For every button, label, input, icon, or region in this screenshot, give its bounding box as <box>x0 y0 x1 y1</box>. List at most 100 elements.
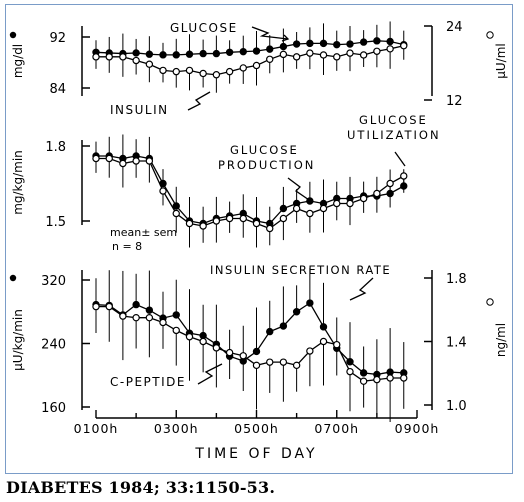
glucose-utilization-point <box>105 154 113 163</box>
c-peptide-point <box>306 347 314 355</box>
right-tick-label: 1.0 <box>446 399 467 414</box>
glucose-utilization-point <box>212 217 221 225</box>
left-axis-label: mg/kg/min <box>11 150 25 215</box>
glucose-utilization-point <box>346 199 354 208</box>
glucose-arrow-head <box>281 34 290 42</box>
x-axis-label: TIME OF DAY <box>194 446 317 462</box>
c-peptide-point <box>333 340 341 349</box>
c-peptide-point <box>92 302 100 311</box>
insulin-secretion-rate-point <box>386 368 394 376</box>
right-tick-label: 1.4 <box>446 336 467 351</box>
insulin-secretion-rate-point <box>279 322 288 330</box>
insulin-secretion-rate-point <box>252 347 261 356</box>
left-tick-label: 160 <box>41 401 66 416</box>
right-axis-label: μU/ml <box>494 43 508 78</box>
insulin-secretion-rate-point <box>132 300 140 309</box>
insulin-point <box>132 56 140 65</box>
insulin-point <box>346 49 354 57</box>
glucose-point <box>346 40 354 48</box>
insulin-secretion-rate-point <box>199 331 207 340</box>
c-peptide-point <box>346 367 354 376</box>
c-peptide-point <box>225 348 234 357</box>
glucose-point <box>199 49 207 58</box>
left-axis-label: mg/dl <box>11 44 25 78</box>
glucose-point <box>185 50 194 58</box>
right-tick-label: 1.8 <box>446 272 467 287</box>
glucose-point <box>333 40 341 49</box>
left-tick-label: 92 <box>49 31 66 46</box>
x-tick-label: 0700h <box>314 421 359 436</box>
c-peptide-point <box>266 358 274 366</box>
c-peptide-point <box>159 318 167 327</box>
glucose-utilization-point <box>199 222 207 230</box>
insulin-point <box>105 53 113 61</box>
insulin-secretion-arrow <box>349 277 374 301</box>
insulin-point <box>145 60 154 68</box>
glucose-utilization-point <box>159 187 167 195</box>
glucose-utilization-point <box>225 214 234 223</box>
insulin-secretion-rate-line <box>95 302 404 376</box>
glucose-point <box>172 51 180 59</box>
insulin-point <box>185 66 194 75</box>
insulin-point <box>172 67 180 76</box>
insulin-secretion-rate-point <box>145 306 154 314</box>
c-peptide-point <box>119 312 127 320</box>
c-peptide-point <box>172 326 180 335</box>
c-peptide-point <box>386 374 394 382</box>
glucose-point <box>159 51 167 59</box>
glucose-point <box>359 38 368 46</box>
legend-open-marker <box>486 298 494 306</box>
x-tick-label: 0500h <box>234 421 279 436</box>
glucose-utilization-point <box>373 189 381 198</box>
annotation-mean-sem: mean± sem <box>110 226 177 239</box>
right-tick-label: 12 <box>446 94 463 109</box>
glucose-utilization-point <box>185 219 194 228</box>
legend-filled-marker <box>9 31 17 39</box>
left-tick-label: 320 <box>41 274 66 289</box>
c-peptide-point <box>185 333 194 341</box>
glucose-point <box>266 45 274 53</box>
citation: DIABETES 1984; 33:1150-53. <box>6 478 276 497</box>
insulin-point <box>292 53 301 61</box>
c-peptide-point <box>132 313 140 322</box>
c-peptide-arrow <box>197 363 223 385</box>
c-peptide-point <box>319 337 328 346</box>
glucose-point <box>239 47 247 56</box>
glucose-utilization-point <box>333 199 341 208</box>
left-tick-label: 240 <box>41 338 66 353</box>
c-peptide-point <box>239 352 247 360</box>
glucose-point <box>212 49 221 58</box>
insulin-secretion-rate-label: INSULIN SECRETION RATE <box>210 263 391 277</box>
left-axis-label: μU/kg/min <box>11 309 25 371</box>
insulin-point <box>306 49 314 57</box>
insulin-point <box>239 64 247 72</box>
glucose-utilization-point <box>292 204 301 213</box>
figure-frame <box>5 4 513 474</box>
glucose-utilization-label-line2: UTILIZATION <box>347 128 441 142</box>
glucose-point <box>292 40 301 48</box>
insulin-point <box>319 51 328 59</box>
glucose-production-point <box>279 204 288 213</box>
c-peptide-point <box>145 313 154 322</box>
glucose-utilization-point <box>172 209 180 218</box>
insulin-point <box>159 66 167 75</box>
insulin-secretion-rate-point <box>292 308 301 316</box>
glucose-utilization-point <box>252 219 261 228</box>
glucose-utilization-point <box>319 204 328 213</box>
right-tick-label: 24 <box>446 20 463 35</box>
insulin-point <box>400 42 408 50</box>
insulin-point <box>266 55 274 64</box>
insulin-secretion-rate-point <box>346 358 354 366</box>
glucose-utilization-point <box>132 157 140 165</box>
c-peptide-label: C-PEPTIDE <box>110 375 186 389</box>
insulin-point <box>199 69 207 78</box>
glucose-point <box>145 50 154 58</box>
insulin-point <box>386 45 394 53</box>
insulin-point <box>252 61 261 70</box>
glucose-utilization-arrow <box>394 151 406 167</box>
left-tick-label: 1.5 <box>45 215 66 230</box>
c-peptide-point <box>292 361 301 370</box>
glucose-utilization-point <box>92 154 100 163</box>
